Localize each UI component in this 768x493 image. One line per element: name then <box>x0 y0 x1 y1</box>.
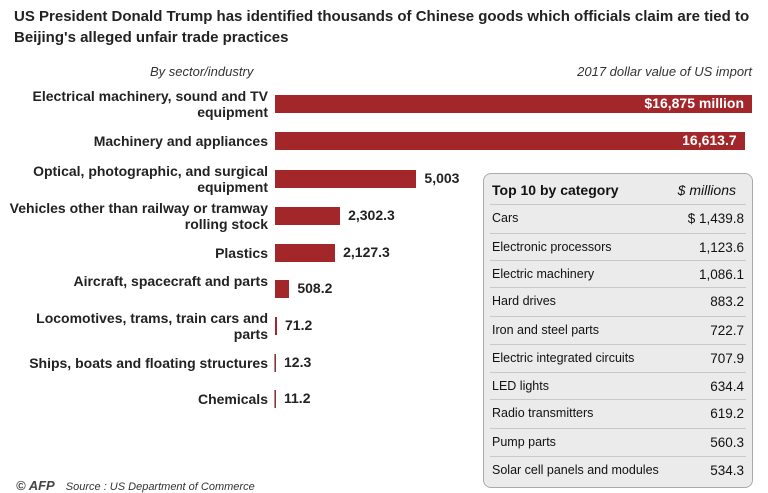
bar <box>275 132 745 150</box>
row-name: Electric machinery <box>492 267 595 281</box>
afp-logo: © AFP <box>16 478 55 493</box>
value-label: 16,613.7 <box>682 132 737 148</box>
category-label: Electrical machinery, sound and TV equip… <box>32 88 268 120</box>
subtitle: US President Donald Trump has identified… <box>14 8 750 46</box>
source: Source : US Department of Commerce <box>65 481 255 493</box>
bar <box>275 244 336 262</box>
table-row: Electric integrated circuits 707.9 <box>490 344 746 372</box>
table-unit: $ millions <box>677 182 736 198</box>
table-row: Pump parts 560.3 <box>490 428 746 456</box>
value-label: 12.3 <box>284 354 312 370</box>
bar <box>275 390 276 408</box>
bar <box>275 317 277 335</box>
table-row: Electronic processors 1,123.6 <box>490 233 746 261</box>
category-label: Optical, photographic, and surgical equi… <box>33 163 268 195</box>
table-row: Cars $ 1,439.8 <box>490 204 746 232</box>
category-label: Vehicles other than railway or tramway r… <box>9 200 268 232</box>
category-label: Chemicals <box>197 391 268 407</box>
axis-tick <box>274 354 275 372</box>
axis-tick <box>274 390 275 408</box>
row-name: LED lights <box>492 379 549 393</box>
row-value: 634.4 <box>710 379 744 394</box>
right-header: 2017 dollar value of US import <box>577 64 752 79</box>
bar <box>275 170 417 188</box>
table-row: Iron and steel parts 722.7 <box>490 316 746 344</box>
row-name: Iron and steel parts <box>492 323 600 337</box>
table-row: Hard drives 883.2 <box>490 287 746 315</box>
row-value: 560.3 <box>710 435 744 450</box>
row-value: 1,123.6 <box>698 240 744 255</box>
category-label: Plastics <box>215 245 268 261</box>
row-value: 534.3 <box>710 463 744 478</box>
row-name: Electronic processors <box>492 240 612 254</box>
row-name: Cars <box>492 211 519 225</box>
category-label: Machinery and appliances <box>93 133 268 149</box>
bar <box>275 207 341 225</box>
row-value: 619.2 <box>710 406 744 421</box>
value-label: 5,003 <box>424 170 460 186</box>
footer: © AFP Source : US Department of Commerce <box>12 478 255 493</box>
value-label: 508.2 <box>297 280 333 296</box>
category-label: Locomotives, trams, train cars and parts <box>36 310 268 342</box>
table-row: Electric machinery 1,086.1 <box>490 260 746 288</box>
row-name: Pump parts <box>492 435 556 449</box>
row-value: 707.9 <box>710 351 744 366</box>
value-label: $16,875 million <box>644 95 744 111</box>
left-header: By sector/industry <box>150 64 254 79</box>
bar <box>275 95 752 113</box>
bar <box>275 354 276 372</box>
table-row: Radio transmitters 619.2 <box>490 399 746 427</box>
row-name: Hard drives <box>492 294 556 308</box>
row-name: Solar cell panels and modules <box>492 463 659 477</box>
row-value: 883.2 <box>710 294 744 309</box>
row-value: $ 1,439.8 <box>687 211 744 226</box>
value-label: 2,302.3 <box>348 207 395 223</box>
category-label: Aircraft, spacecraft and parts <box>73 273 268 289</box>
bar <box>275 280 290 298</box>
table-row: LED lights 634.4 <box>490 372 746 400</box>
value-label: 71.2 <box>285 317 313 333</box>
value-label: 2,127.3 <box>343 244 390 260</box>
top10-table: Top 10 by category $ millions Cars $ 1,43… <box>483 173 753 488</box>
value-label: 11.2 <box>284 390 311 406</box>
row-name: Electric integrated circuits <box>492 351 635 365</box>
row-name: Radio transmitters <box>492 406 594 420</box>
table-title: Top 10 by category <box>492 182 619 198</box>
table-row: Solar cell panels and modules 534.3 <box>490 456 746 484</box>
category-label: Ships, boats and floating structures <box>29 355 268 371</box>
row-value: 1,086.1 <box>698 267 744 282</box>
row-value: 722.7 <box>710 323 744 338</box>
